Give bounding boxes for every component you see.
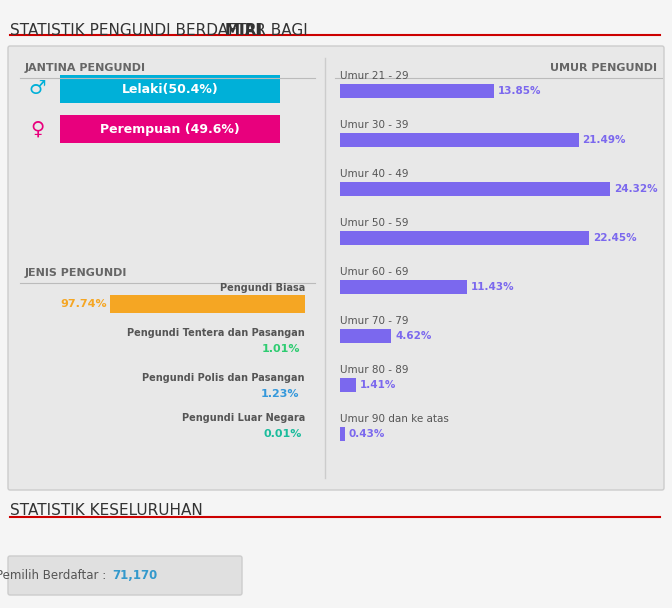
FancyBboxPatch shape bbox=[340, 427, 345, 441]
Text: STATISTIK KESELURUHAN: STATISTIK KESELURUHAN bbox=[10, 503, 203, 518]
Text: Perempuan (49.6%): Perempuan (49.6%) bbox=[100, 122, 240, 136]
FancyBboxPatch shape bbox=[340, 182, 610, 196]
FancyBboxPatch shape bbox=[340, 231, 589, 245]
Text: Pengundi Polis dan Pasangan: Pengundi Polis dan Pasangan bbox=[142, 373, 305, 383]
Text: 11.43%: 11.43% bbox=[471, 282, 515, 292]
Text: Umur 90 dan ke atas: Umur 90 dan ke atas bbox=[340, 414, 449, 424]
Text: 0.43%: 0.43% bbox=[349, 429, 385, 439]
Text: Umur 70 - 79: Umur 70 - 79 bbox=[340, 316, 409, 326]
Text: JANTINA PENGUNDI: JANTINA PENGUNDI bbox=[25, 63, 146, 73]
Text: Pengundi Biasa: Pengundi Biasa bbox=[220, 283, 305, 293]
Text: STATISTIK PENGUNDI BERDAFTAR BAGI: STATISTIK PENGUNDI BERDAFTAR BAGI bbox=[10, 23, 312, 38]
FancyBboxPatch shape bbox=[110, 295, 305, 313]
FancyBboxPatch shape bbox=[340, 133, 579, 147]
Text: 4.62%: 4.62% bbox=[395, 331, 431, 341]
Text: 71,170: 71,170 bbox=[112, 569, 157, 582]
FancyBboxPatch shape bbox=[340, 84, 494, 98]
Text: 24.32%: 24.32% bbox=[614, 184, 658, 194]
Text: 1.23%: 1.23% bbox=[261, 389, 300, 399]
Text: 22.45%: 22.45% bbox=[593, 233, 637, 243]
Text: 0.01%: 0.01% bbox=[263, 429, 302, 439]
Text: ♂: ♂ bbox=[28, 80, 46, 98]
Text: Pengundi Luar Negara: Pengundi Luar Negara bbox=[181, 413, 305, 423]
Text: 21.49%: 21.49% bbox=[583, 135, 626, 145]
Text: Umur 50 - 59: Umur 50 - 59 bbox=[340, 218, 409, 228]
Text: Lelaki(50.4%): Lelaki(50.4%) bbox=[122, 83, 218, 95]
Text: MIRI: MIRI bbox=[224, 23, 262, 38]
Text: Umur 40 - 49: Umur 40 - 49 bbox=[340, 169, 409, 179]
Text: 97.74%: 97.74% bbox=[60, 299, 107, 309]
Text: Umur 60 - 69: Umur 60 - 69 bbox=[340, 267, 409, 277]
Text: Pengundi Tentera dan Pasangan: Pengundi Tentera dan Pasangan bbox=[127, 328, 305, 338]
Text: Umur 30 - 39: Umur 30 - 39 bbox=[340, 120, 409, 130]
Text: UMUR PENGUNDI: UMUR PENGUNDI bbox=[550, 63, 657, 73]
FancyBboxPatch shape bbox=[60, 75, 280, 103]
FancyBboxPatch shape bbox=[8, 556, 242, 595]
Text: ♀: ♀ bbox=[30, 120, 44, 139]
FancyBboxPatch shape bbox=[60, 115, 280, 143]
Text: 1.41%: 1.41% bbox=[360, 380, 396, 390]
FancyBboxPatch shape bbox=[8, 46, 664, 490]
Text: JENIS PENGUNDI: JENIS PENGUNDI bbox=[25, 268, 128, 278]
Text: 1.01%: 1.01% bbox=[261, 344, 300, 354]
FancyBboxPatch shape bbox=[340, 280, 467, 294]
Text: Pemilih Berdaftar :: Pemilih Berdaftar : bbox=[0, 569, 110, 582]
Text: 13.85%: 13.85% bbox=[498, 86, 541, 96]
Text: Umur 21 - 29: Umur 21 - 29 bbox=[340, 71, 409, 81]
FancyBboxPatch shape bbox=[340, 329, 391, 343]
Text: Umur 80 - 89: Umur 80 - 89 bbox=[340, 365, 409, 375]
FancyBboxPatch shape bbox=[340, 378, 355, 392]
